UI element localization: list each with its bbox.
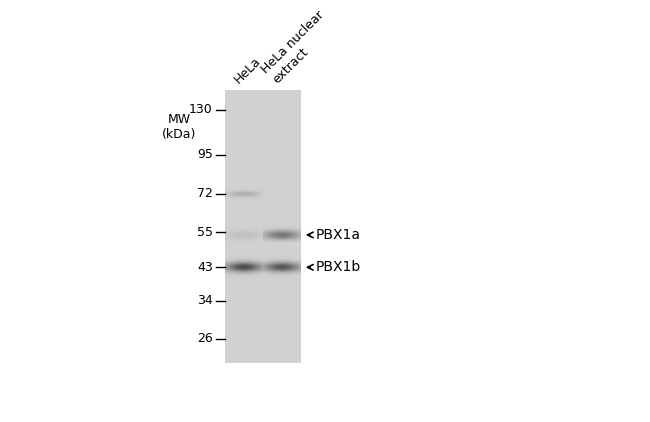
Text: HeLa: HeLa (232, 55, 264, 87)
Text: 130: 130 (189, 103, 213, 116)
Text: 34: 34 (197, 294, 213, 307)
Text: PBX1b: PBX1b (315, 260, 361, 274)
Text: MW
(kDa): MW (kDa) (162, 114, 197, 141)
Text: 26: 26 (197, 333, 213, 345)
Text: PBX1a: PBX1a (315, 228, 361, 242)
Text: 72: 72 (197, 187, 213, 200)
Text: 55: 55 (197, 226, 213, 239)
Text: HeLa nuclear
extract: HeLa nuclear extract (259, 8, 337, 87)
Text: 43: 43 (197, 261, 213, 274)
Text: 95: 95 (197, 148, 213, 161)
